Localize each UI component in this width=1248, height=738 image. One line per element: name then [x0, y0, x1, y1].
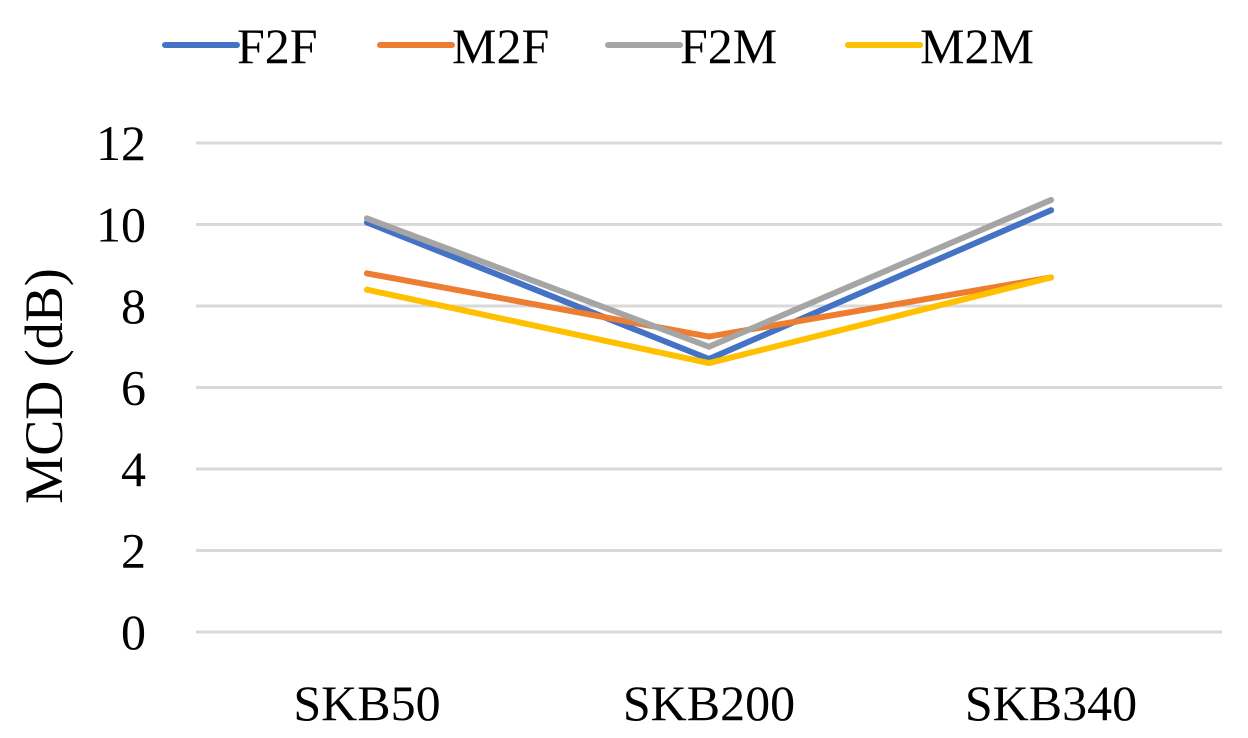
data-point	[364, 270, 370, 277]
data-point	[1048, 274, 1054, 281]
data-point	[364, 286, 370, 293]
y-tick-label: 2	[121, 523, 146, 579]
legend-item: F2M	[605, 18, 777, 74]
legend-item: M2F	[377, 18, 549, 74]
y-tick-label: 4	[121, 441, 146, 497]
data-point	[1048, 207, 1054, 214]
series-m2m	[364, 274, 1054, 367]
y-tick-label: 8	[121, 278, 146, 334]
series-line	[364, 197, 1054, 350]
legend-label: M2M	[920, 18, 1034, 74]
legend-item: F2F	[162, 18, 318, 74]
y-tick-label: 6	[121, 360, 146, 416]
y-axis-ticks: 0 2 4 6 8 10 12	[96, 115, 146, 660]
y-tick-label: 12	[96, 115, 146, 171]
y-axis-label: MCD (dB)	[14, 268, 74, 504]
data-point	[706, 343, 712, 350]
data-point	[706, 333, 712, 340]
data-point	[706, 360, 712, 367]
data-point	[1048, 197, 1054, 204]
x-category-label: SKB200	[623, 675, 795, 731]
legend-item: M2M	[845, 18, 1034, 74]
legend-label: F2F	[237, 18, 318, 74]
legend-label: M2F	[452, 18, 549, 74]
series-lines	[364, 197, 1054, 367]
x-category-label: SKB50	[293, 675, 440, 731]
y-tick-label: 10	[96, 197, 146, 253]
gridlines	[196, 141, 1222, 634]
x-category-label: SKB340	[965, 675, 1137, 731]
y-tick-label: 0	[121, 604, 146, 660]
x-axis-categories: SKB50 SKB200 SKB340	[293, 675, 1137, 731]
legend: F2F M2F F2M M2M	[162, 18, 1034, 74]
series-f2m	[364, 197, 1054, 350]
data-point	[364, 215, 370, 222]
legend-label: F2M	[680, 18, 777, 74]
